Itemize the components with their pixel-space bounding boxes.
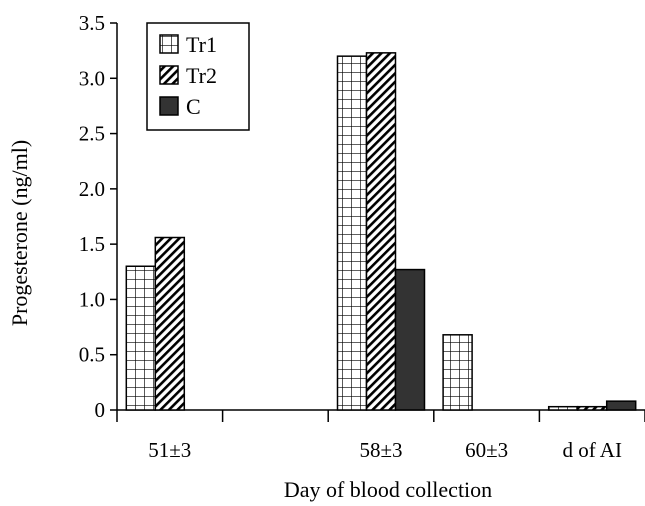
y-tick-label: 0 [95,398,106,422]
y-axis: 0 0.5 1.0 1.5 2.0 2.5 3.0 3.5 [79,11,118,422]
y-tick-label: 1.0 [79,287,105,311]
legend-label-tr2: Tr2 [186,63,217,88]
y-tick-label: 1.5 [79,232,105,256]
y-tick-label: 3.0 [79,66,105,90]
bar-tr2-58-3 [365,52,397,411]
y-tick-label: 2.5 [79,122,105,146]
legend: Tr1 Tr2 C [146,22,250,131]
legend-label-tr1: Tr1 [186,32,217,57]
bar-tr2-d-of-ai [576,405,608,411]
legend-swatch-tr2 [159,65,179,85]
bar-c-58-3 [394,268,426,411]
bar-tr1-60-3 [442,334,473,411]
x-tick-label: 58±3 [359,438,402,462]
bar-c-d-of-ai [605,400,637,411]
bar-tr2-51-3 [154,236,186,411]
legend-swatch-tr1 [159,34,179,54]
y-tick-label: 2.0 [79,177,105,201]
legend-swatch-c [159,96,179,116]
y-axis-title: Progesterone (ng/ml) [7,140,32,326]
bar-tr1-d-of-ai [547,405,579,411]
x-axis-title: Day of blood collection [284,477,492,502]
bar-tr1-58-3 [336,55,368,411]
x-tick-label: d of AI [562,438,622,462]
y-tick-label: 3.5 [79,11,105,35]
bars [125,52,637,411]
bar-tr1-51-3 [125,265,157,411]
x-axis: 51±3 58±3 60±3 d of AI [116,409,645,462]
y-tick-label: 0.5 [79,343,105,367]
legend-label-c: C [186,94,201,119]
x-tick-label: 60±3 [465,438,508,462]
x-tick-label: 51±3 [148,438,191,462]
